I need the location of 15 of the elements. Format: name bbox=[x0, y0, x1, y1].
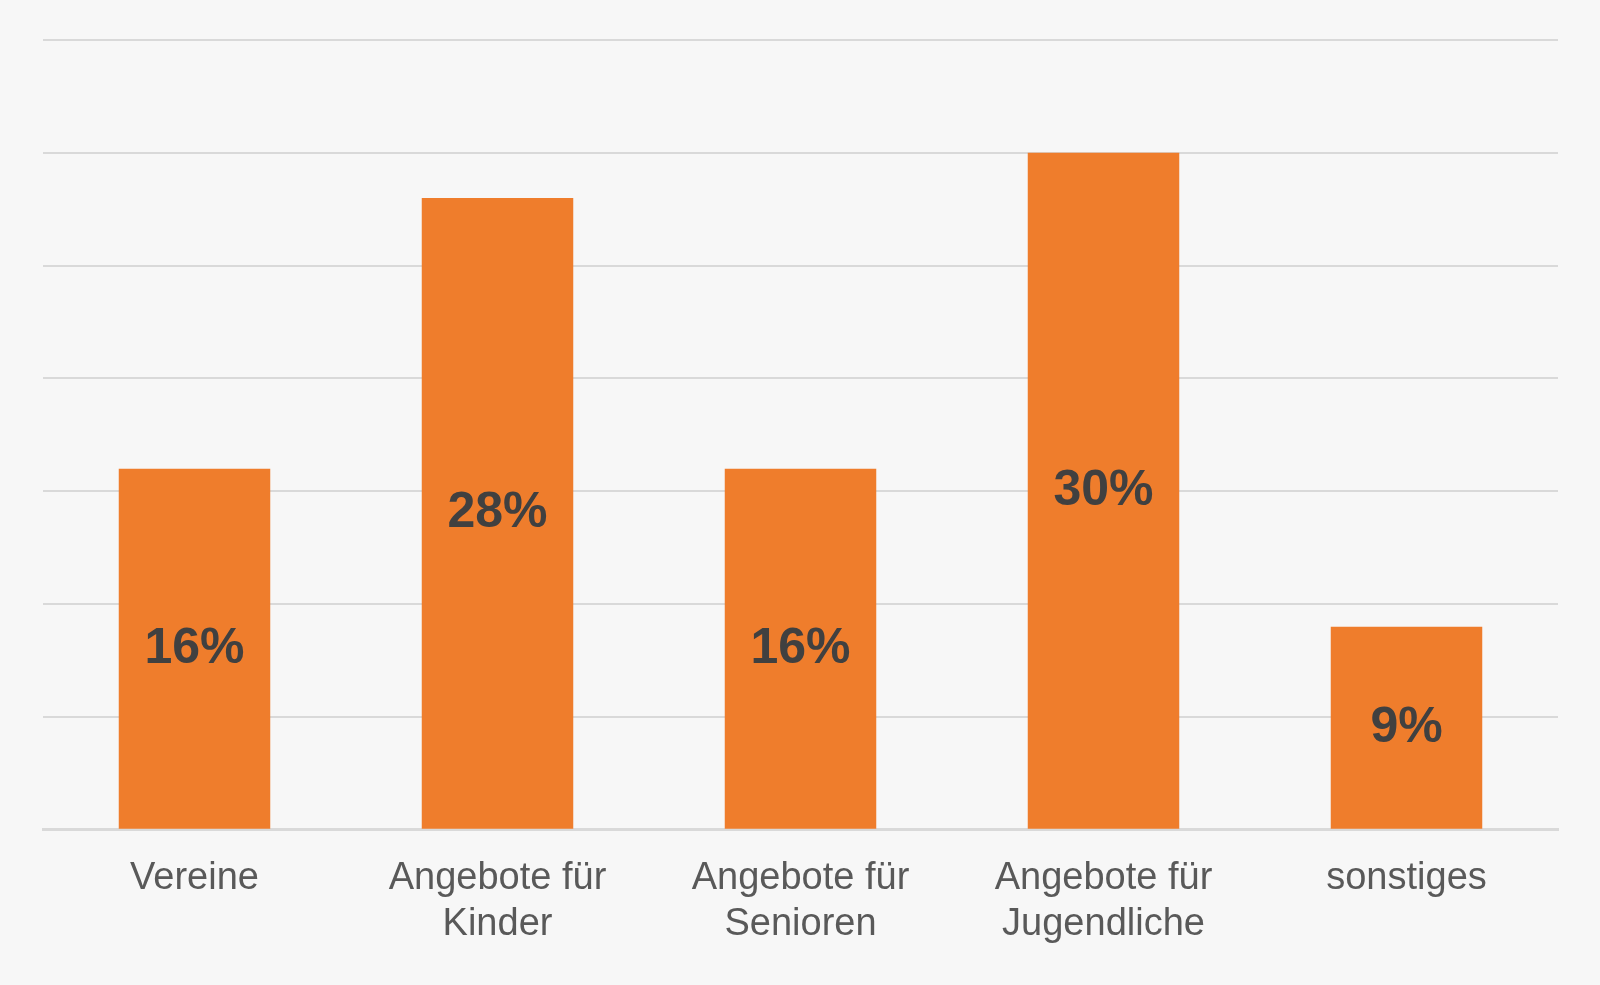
bar bbox=[118, 468, 271, 829]
data-label: 30% bbox=[1053, 459, 1154, 516]
x-tick-label: Angebote für Jugendliche bbox=[994, 855, 1213, 943]
data-label: 16% bbox=[750, 617, 851, 674]
bar bbox=[1330, 626, 1483, 829]
bar bbox=[1027, 152, 1180, 829]
x-tick-label: Angebote für Senioren bbox=[691, 855, 910, 943]
data-label: 9% bbox=[1370, 696, 1443, 753]
x-tick-label: sonstiges bbox=[1326, 855, 1487, 898]
data-label: 28% bbox=[447, 482, 548, 539]
bar bbox=[724, 468, 877, 829]
bar bbox=[421, 197, 574, 829]
x-tick-label: Vereine bbox=[130, 855, 259, 898]
x-tick-label: Angebote für Kinder bbox=[388, 855, 607, 943]
data-label: 16% bbox=[144, 617, 245, 674]
